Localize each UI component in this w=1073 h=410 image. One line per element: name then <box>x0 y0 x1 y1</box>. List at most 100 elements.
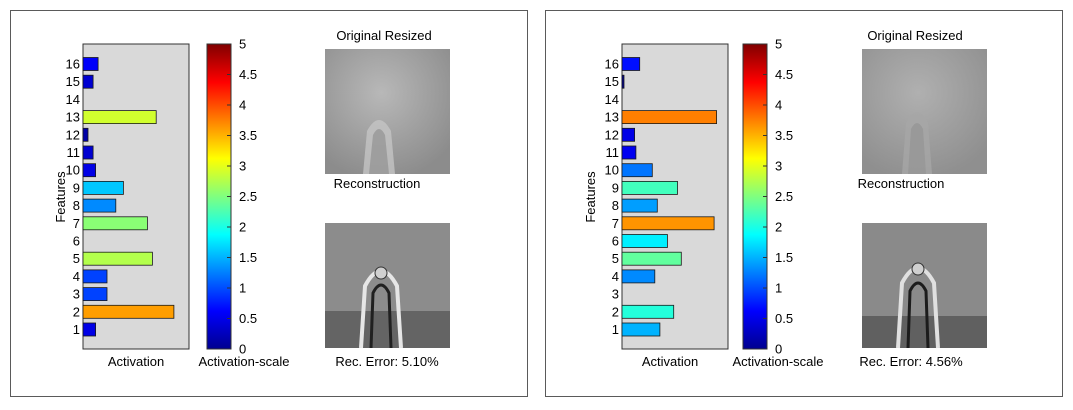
colorbar-tick-label: 3 <box>239 159 246 174</box>
y-tick-label: 16 <box>66 57 80 72</box>
y-tick-label: 2 <box>612 304 619 319</box>
original-resized-image <box>325 49 450 174</box>
bar-feature-5 <box>82 251 153 266</box>
colorbar-tick-label: 2.5 <box>775 189 793 204</box>
bar-feature-5 <box>621 251 682 266</box>
y-tick-label: 10 <box>605 163 619 178</box>
bar-feature-9 <box>621 180 678 195</box>
reconstruction-title: Reconstruction <box>858 176 945 191</box>
bar-feature-11 <box>621 145 637 160</box>
bar-series <box>82 57 175 337</box>
bar-feature-3 <box>82 287 108 302</box>
feature-panel-1: 1 2 3 4 5 6 7 8 9 10 11 12 13 14 15 16 Features Activat… <box>10 10 528 397</box>
colorbar-tick-label: 3.5 <box>239 128 257 143</box>
colorbar-tick-label: 5 <box>775 37 782 52</box>
y-tick-label: 11 <box>606 145 620 160</box>
y-tick-label: 5 <box>73 251 80 266</box>
y-tick-label: 4 <box>612 269 619 284</box>
colorbar-tick-label: 3 <box>775 159 782 174</box>
y-tick-label: 2 <box>73 304 80 319</box>
original-image-title: Original Resized <box>336 28 431 43</box>
colorbar-tick-label: 0 <box>775 342 782 357</box>
bar-feature-15 <box>621 74 625 89</box>
y-tick-label: 1 <box>73 322 80 337</box>
original-image-title: Original Resized <box>867 28 962 43</box>
bar-feature-11 <box>82 145 94 160</box>
y-tick-label: 13 <box>605 110 619 125</box>
y-tick-label: 7 <box>612 216 619 231</box>
colorbar-tick-label: 1 <box>239 281 246 296</box>
colorbar-label: Activation-scale <box>198 354 289 369</box>
bar-feature-8 <box>82 198 117 213</box>
bar-feature-2 <box>82 304 175 319</box>
bar-feature-4 <box>621 269 656 284</box>
y-tick-label: 5 <box>612 251 619 266</box>
reconstruction-image <box>862 223 987 349</box>
plot-area <box>82 43 190 350</box>
plot-area <box>621 43 729 350</box>
y-tick-label: 8 <box>73 198 80 213</box>
colorbar-tick-label: 4.5 <box>239 67 257 82</box>
y-tick-label: 13 <box>66 110 80 125</box>
bar-feature-7 <box>621 216 715 231</box>
colorbar-ticks: 0 0.5 1 1.5 2 2.5 3 3.5 4 4.5 5 <box>763 37 793 357</box>
colorbar-tick-label: 4 <box>775 98 782 113</box>
colorbar-tick-label: 4.5 <box>775 67 793 82</box>
colorbar-ticks: 0 0.5 1 1.5 2 2.5 3 3.5 4 4.5 5 <box>227 37 257 357</box>
y-tick-label: 6 <box>73 234 80 249</box>
colorbar-label: Activation-scale <box>732 354 823 369</box>
y-tick-label: 9 <box>73 180 80 195</box>
y-tick-label: 11 <box>67 145 81 160</box>
bar-feature-10 <box>82 163 97 178</box>
colorbar-tick-label: 2 <box>239 220 246 235</box>
y-axis-label: Features <box>583 171 598 223</box>
x-axis-label: Activation <box>642 354 698 369</box>
rec-error-label: Rec. Error: 4.56% <box>859 354 963 369</box>
bar-feature-4 <box>82 269 108 284</box>
colorbar-tick-label: 1 <box>775 281 782 296</box>
y-tick-label: 15 <box>605 74 619 89</box>
y-tick-label: 16 <box>605 57 619 72</box>
colorbar-tick-label: 5 <box>239 37 246 52</box>
y-tick-label: 15 <box>66 74 80 89</box>
bar-feature-1 <box>621 322 661 337</box>
bar-feature-9 <box>82 180 124 195</box>
bar-feature-10 <box>621 163 653 178</box>
bar-feature-2 <box>621 304 675 319</box>
y-tick-label: 9 <box>612 180 619 195</box>
y-tick-label: 14 <box>66 92 80 107</box>
bar-feature-7 <box>82 216 148 231</box>
y-tick-label: 8 <box>612 198 619 213</box>
x-axis-label: Activation <box>108 354 164 369</box>
bar-feature-8 <box>621 198 658 213</box>
bar-feature-13 <box>621 110 717 124</box>
reconstruction-image <box>325 223 450 349</box>
bar-series <box>621 57 717 337</box>
original-resized-image <box>862 49 987 174</box>
reconstruction-title: Reconstruction <box>334 176 421 191</box>
y-tick-label: 12 <box>605 127 619 142</box>
y-tick-label: 7 <box>73 216 80 231</box>
y-tick-label: 3 <box>73 287 80 302</box>
colorbar-tick-label: 0 <box>239 342 246 357</box>
y-tick-label: 14 <box>605 92 619 107</box>
colorbar-tick-label: 2.5 <box>239 189 257 204</box>
colorbar-tick-label: 3.5 <box>775 128 793 143</box>
colorbar-tick-label: 1.5 <box>239 250 257 265</box>
bar-feature-1 <box>82 322 97 337</box>
y-tick-label: 6 <box>612 234 619 249</box>
bar-feature-16 <box>82 57 99 71</box>
colorbar-tick-label: 4 <box>239 98 246 113</box>
colorbar-tick-label: 1.5 <box>775 250 793 265</box>
y-tick-label: 12 <box>66 127 80 142</box>
y-tick-label: 10 <box>66 163 80 178</box>
colorbar-tick-label: 2 <box>775 220 782 235</box>
bar-feature-13 <box>82 110 157 124</box>
y-tick-label: 4 <box>73 269 80 284</box>
colorbar-tick-label: 0.5 <box>775 311 793 326</box>
y-tick-label: 1 <box>612 322 619 337</box>
